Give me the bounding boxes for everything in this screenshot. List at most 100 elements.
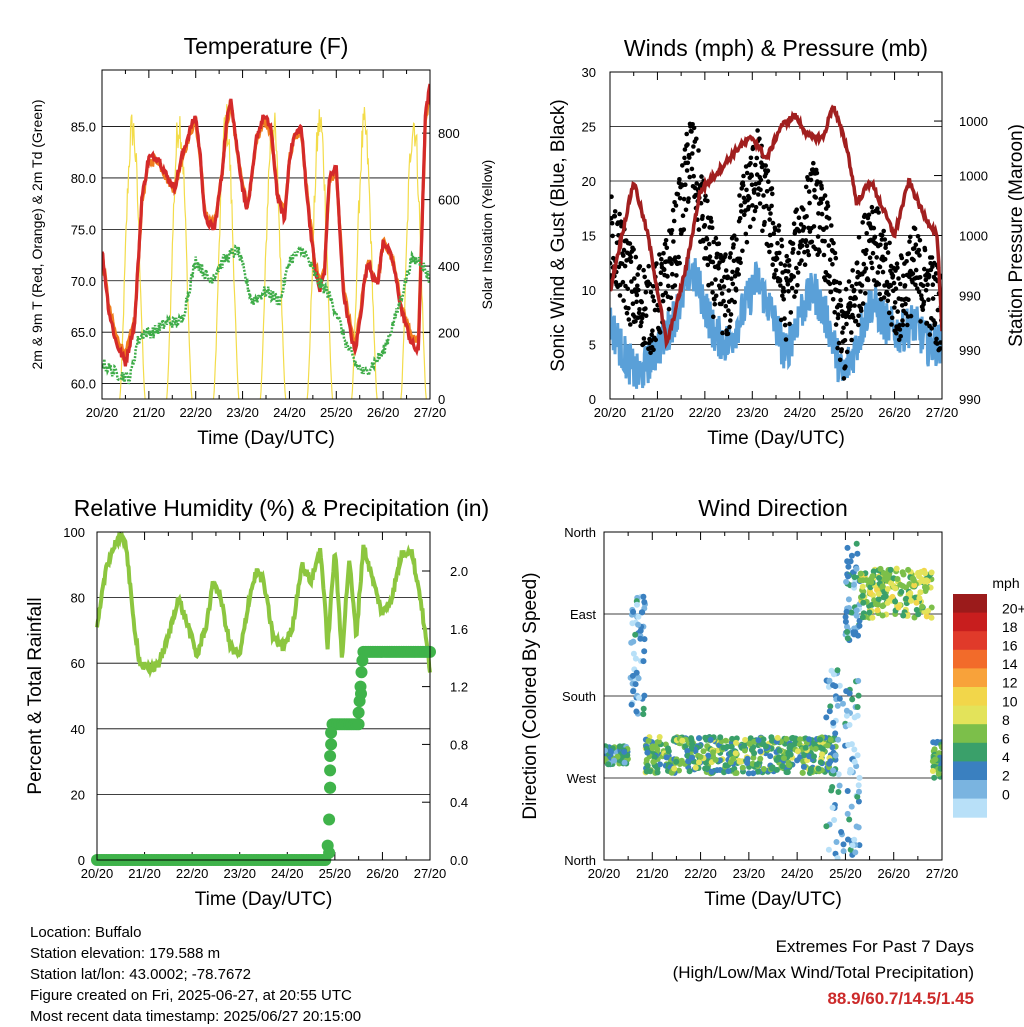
direction-point xyxy=(760,736,767,743)
gust-point xyxy=(888,283,893,289)
x-tick-label: 20/20 xyxy=(588,866,621,881)
colorbar-swatch xyxy=(953,649,987,669)
x-tick-label: 27/20 xyxy=(926,405,959,420)
humidity-panel: Relative Humidity (%) & Precipitation (i… xyxy=(25,495,489,910)
x-tick-label: 20/20 xyxy=(86,405,119,420)
direction-point xyxy=(847,766,854,773)
direction-point xyxy=(884,586,891,592)
direction-point xyxy=(714,767,721,774)
gust-point xyxy=(734,237,739,242)
y-tick-label: 10 xyxy=(582,283,596,298)
y-tick-label: 80.0 xyxy=(71,171,96,186)
direction-point xyxy=(842,614,849,620)
gust-point xyxy=(788,310,794,315)
gust-point xyxy=(779,237,784,243)
gust-point xyxy=(854,281,859,287)
direction-point xyxy=(894,576,901,582)
y-tick-label: 40 xyxy=(71,722,85,737)
gust-point xyxy=(871,225,877,231)
direction-point xyxy=(663,754,670,761)
gust-point xyxy=(770,191,775,197)
gust-point xyxy=(930,264,935,270)
x-axis-label: Time (Day/UTC) xyxy=(707,428,845,449)
direction-point xyxy=(847,558,854,565)
precipitation-point xyxy=(325,738,338,751)
direction-point xyxy=(827,736,834,743)
gust-point xyxy=(859,283,865,288)
direction-point xyxy=(844,544,851,551)
gust-point xyxy=(718,285,723,291)
gust-point xyxy=(895,309,900,314)
precipitation-point xyxy=(324,764,337,777)
gust-point xyxy=(766,179,771,184)
station-pressure-line xyxy=(610,104,942,350)
temperature-title: Temperature (F) xyxy=(184,33,349,59)
gust-point xyxy=(831,240,836,246)
gust-point xyxy=(620,279,626,285)
gust-point xyxy=(741,195,747,201)
speed-colorbar: mph 20+ 18 16 14 12 10 8 6 4 2 0 xyxy=(953,575,1024,818)
y-tick-label: 85.0 xyxy=(71,120,96,135)
plot-frame xyxy=(96,531,431,861)
gust-point xyxy=(735,267,740,272)
gust-point xyxy=(690,151,695,156)
colorbar-swatch xyxy=(953,594,987,614)
gust-point xyxy=(818,200,824,205)
gust-point xyxy=(642,340,648,346)
gust-point xyxy=(832,310,837,315)
gust-point xyxy=(610,194,614,199)
gust-point xyxy=(920,307,926,313)
x-tick-label: 26/20 xyxy=(877,866,910,881)
gust-point xyxy=(743,231,749,237)
gust-point xyxy=(824,225,829,230)
y-tick-label: 5 xyxy=(589,338,596,353)
direction-point xyxy=(923,577,930,584)
precipitation-point xyxy=(324,750,337,762)
direction-point xyxy=(869,573,876,580)
gust-point xyxy=(896,276,901,281)
y2-tick-label: 0.8 xyxy=(450,737,468,752)
direction-point xyxy=(824,742,831,749)
direction-point xyxy=(739,764,746,771)
direction-point xyxy=(875,596,882,603)
direction-point xyxy=(708,768,715,775)
gust-point xyxy=(666,283,671,289)
gust-point xyxy=(680,213,686,218)
direction-point xyxy=(884,599,891,606)
colorbar-swatch xyxy=(953,705,987,725)
gust-point xyxy=(872,234,878,240)
y-tick-label: 20 xyxy=(71,787,85,802)
direction-point xyxy=(636,694,642,701)
gust-point xyxy=(801,207,806,212)
direction-point xyxy=(876,575,882,581)
gust-point xyxy=(783,337,789,342)
gust-point xyxy=(699,174,704,179)
gust-point xyxy=(895,265,900,271)
gust-point xyxy=(898,281,903,287)
gust-point xyxy=(716,241,722,246)
direction-point xyxy=(892,585,899,592)
y-tick-label: 0 xyxy=(589,392,596,407)
gust-point xyxy=(903,301,908,307)
direction-point xyxy=(806,753,813,760)
colorbar-swatch xyxy=(953,631,987,651)
2m-t-line xyxy=(102,83,430,367)
direction-point xyxy=(931,774,938,781)
gust-point xyxy=(837,280,843,286)
gust-point xyxy=(782,263,788,268)
direction-point xyxy=(913,599,920,606)
gust-point xyxy=(929,255,935,260)
direction-point xyxy=(645,737,652,744)
gust-point xyxy=(793,289,799,295)
direction-point xyxy=(900,612,907,619)
direction-point xyxy=(644,762,651,769)
gust-point xyxy=(637,307,642,312)
gust-point xyxy=(650,294,656,299)
gust-point xyxy=(917,253,922,258)
direction-point xyxy=(869,614,876,621)
direction-point xyxy=(685,758,692,765)
gust-point xyxy=(730,269,735,275)
y-tick-label: South xyxy=(562,689,596,704)
gust-point xyxy=(886,310,892,316)
gust-point xyxy=(798,222,804,227)
